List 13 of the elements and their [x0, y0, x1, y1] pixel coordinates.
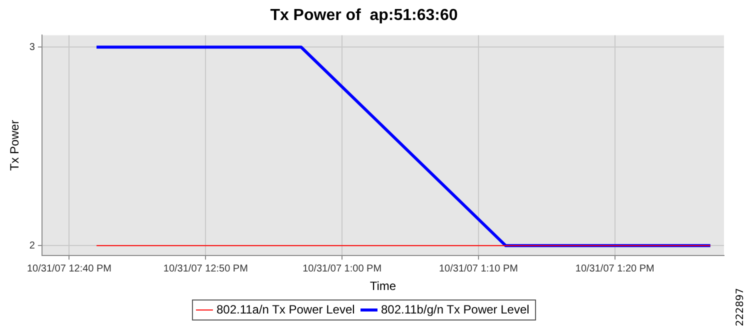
x-tick-label: 10/31/07 1:20 PM — [575, 263, 654, 274]
x-axis-title: Time — [370, 279, 396, 294]
legend-label: 802.11a/n Tx Power Level — [216, 302, 355, 316]
x-tick-label: 10/31/07 1:10 PM — [438, 263, 518, 274]
chart-title: Tx Power of ap:51:63:60 — [270, 7, 458, 24]
y-tick-label: 3 — [29, 42, 36, 53]
x-tick-label: 10/31/07 12:40 PM — [26, 263, 112, 274]
text: 222897 — [735, 288, 746, 326]
legend-label: 802.11b/g/n Tx Power Level — [380, 302, 530, 316]
x-tick-label: 10/31/07 1:00 PM — [302, 263, 382, 274]
x-tick-label: 10/31/07 12:50 PM — [163, 263, 248, 274]
y-axis-title: Tx Power — [8, 120, 22, 171]
y-tick-label: 2 — [29, 240, 36, 252]
